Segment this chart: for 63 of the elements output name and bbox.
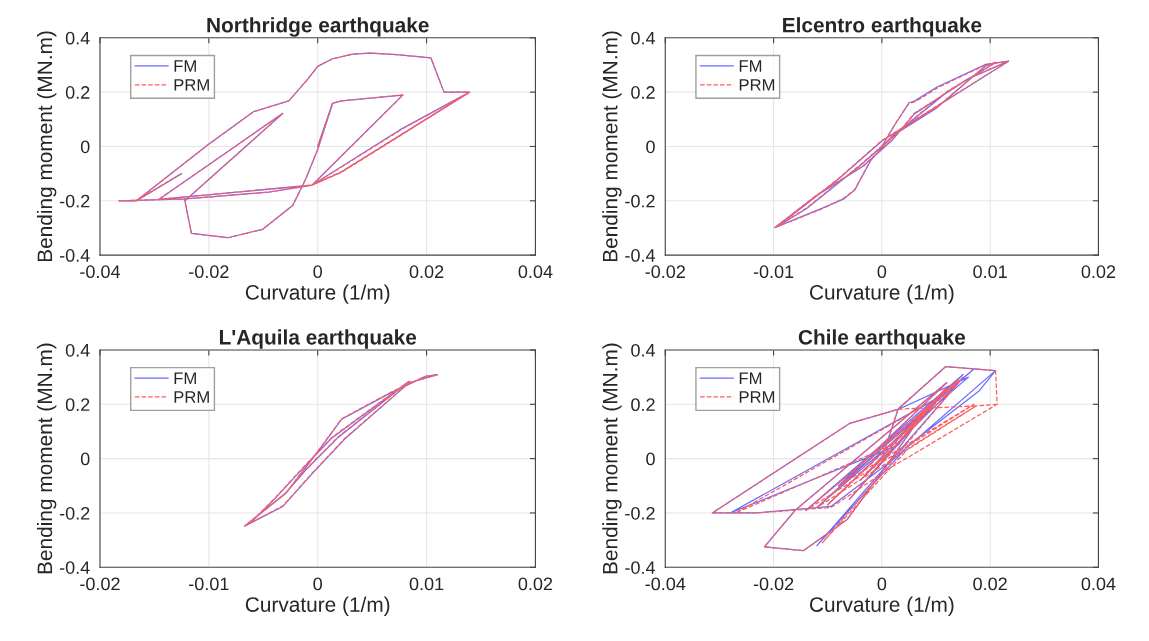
y-tick-label: 0: [646, 452, 655, 466]
x-tick-label: 0.04: [1081, 577, 1116, 591]
x-tick-label: 0.01: [973, 265, 1007, 279]
chart-title: Chile earthquake: [798, 329, 966, 349]
y-tick-label: 0: [646, 140, 655, 154]
y-tick-label: -0.4: [625, 249, 656, 262]
legend-label: PRM: [174, 391, 209, 403]
y-tick-label: 0.2: [631, 86, 655, 99]
chart-title: L'Aquila earthquake: [219, 329, 417, 349]
y-tick-label: -0.2: [59, 194, 90, 208]
x-tick-label: 0.02: [973, 577, 1007, 591]
y-tick-label: 0.2: [631, 398, 655, 412]
legend-label: FM: [174, 60, 196, 72]
y-tick-label: 0.4: [631, 31, 656, 45]
chart-title: Northridge earthquake: [207, 17, 429, 37]
legend-label: PRM: [739, 79, 775, 91]
chart-title: Elcentro earthquake: [783, 17, 982, 37]
x-tick-label: -0.02: [189, 265, 229, 279]
y-tick-label: -0.4: [59, 249, 90, 262]
x-tick-label: -0.01: [753, 265, 794, 279]
y-tick-label: -0.2: [625, 506, 655, 520]
y-tick-label: -0.2: [59, 506, 90, 520]
y-axis-title: Bending moment (MN.m): [36, 343, 57, 574]
line-series: [774, 60, 1010, 229]
y-tick-label: 0: [80, 140, 90, 154]
x-tick-label: -0.02: [645, 265, 685, 279]
x-tick-label: 0.01: [409, 577, 444, 591]
legend-label: FM: [174, 372, 196, 384]
y-tick-label: 0.2: [65, 86, 90, 99]
y-axis-title: Bending moment (MN.m): [602, 31, 622, 262]
x-tick-label: -0.02: [753, 577, 794, 591]
x-tick-label: 0.04: [518, 265, 553, 279]
line-series: [244, 374, 439, 527]
legend-label: PRM: [739, 391, 775, 403]
legend-label: FM: [739, 372, 762, 384]
x-tick-label: 0.02: [409, 265, 444, 279]
y-tick-label: -0.4: [59, 561, 90, 575]
x-axis-title: Curvature (1/m): [245, 596, 390, 617]
x-tick-label: 0: [313, 265, 323, 279]
x-tick-label: 0.02: [1081, 265, 1116, 279]
x-axis-title: Curvature (1/m): [245, 284, 390, 304]
x-axis-title: Curvature (1/m): [809, 284, 954, 304]
x-tick-label: -0.02: [80, 577, 120, 591]
x-tick-label: 0: [313, 577, 323, 591]
line-series: [118, 52, 471, 239]
y-axis-title: Bending moment (MN.m): [602, 343, 622, 574]
y-tick-label: 0.4: [65, 31, 90, 45]
x-tick-label: 0.02: [518, 577, 553, 591]
x-tick-label: 0: [877, 265, 887, 279]
y-tick-label: 0: [80, 452, 90, 466]
y-tick-label: 0.2: [65, 398, 90, 412]
y-tick-label: 0.4: [631, 343, 656, 357]
x-axis-title: Curvature (1/m): [809, 596, 954, 617]
y-tick-label: -0.4: [625, 561, 656, 575]
y-tick-label: -0.2: [625, 194, 655, 208]
legend-label: FM: [739, 60, 762, 72]
y-tick-label: 0.4: [65, 343, 90, 357]
x-tick-label: 0: [877, 577, 887, 591]
x-tick-label: -0.04: [80, 265, 121, 279]
legend-label: PRM: [174, 79, 209, 91]
x-tick-label: -0.01: [189, 577, 229, 591]
x-tick-label: -0.04: [645, 577, 686, 591]
y-axis-title: Bending moment (MN.m): [36, 31, 57, 262]
